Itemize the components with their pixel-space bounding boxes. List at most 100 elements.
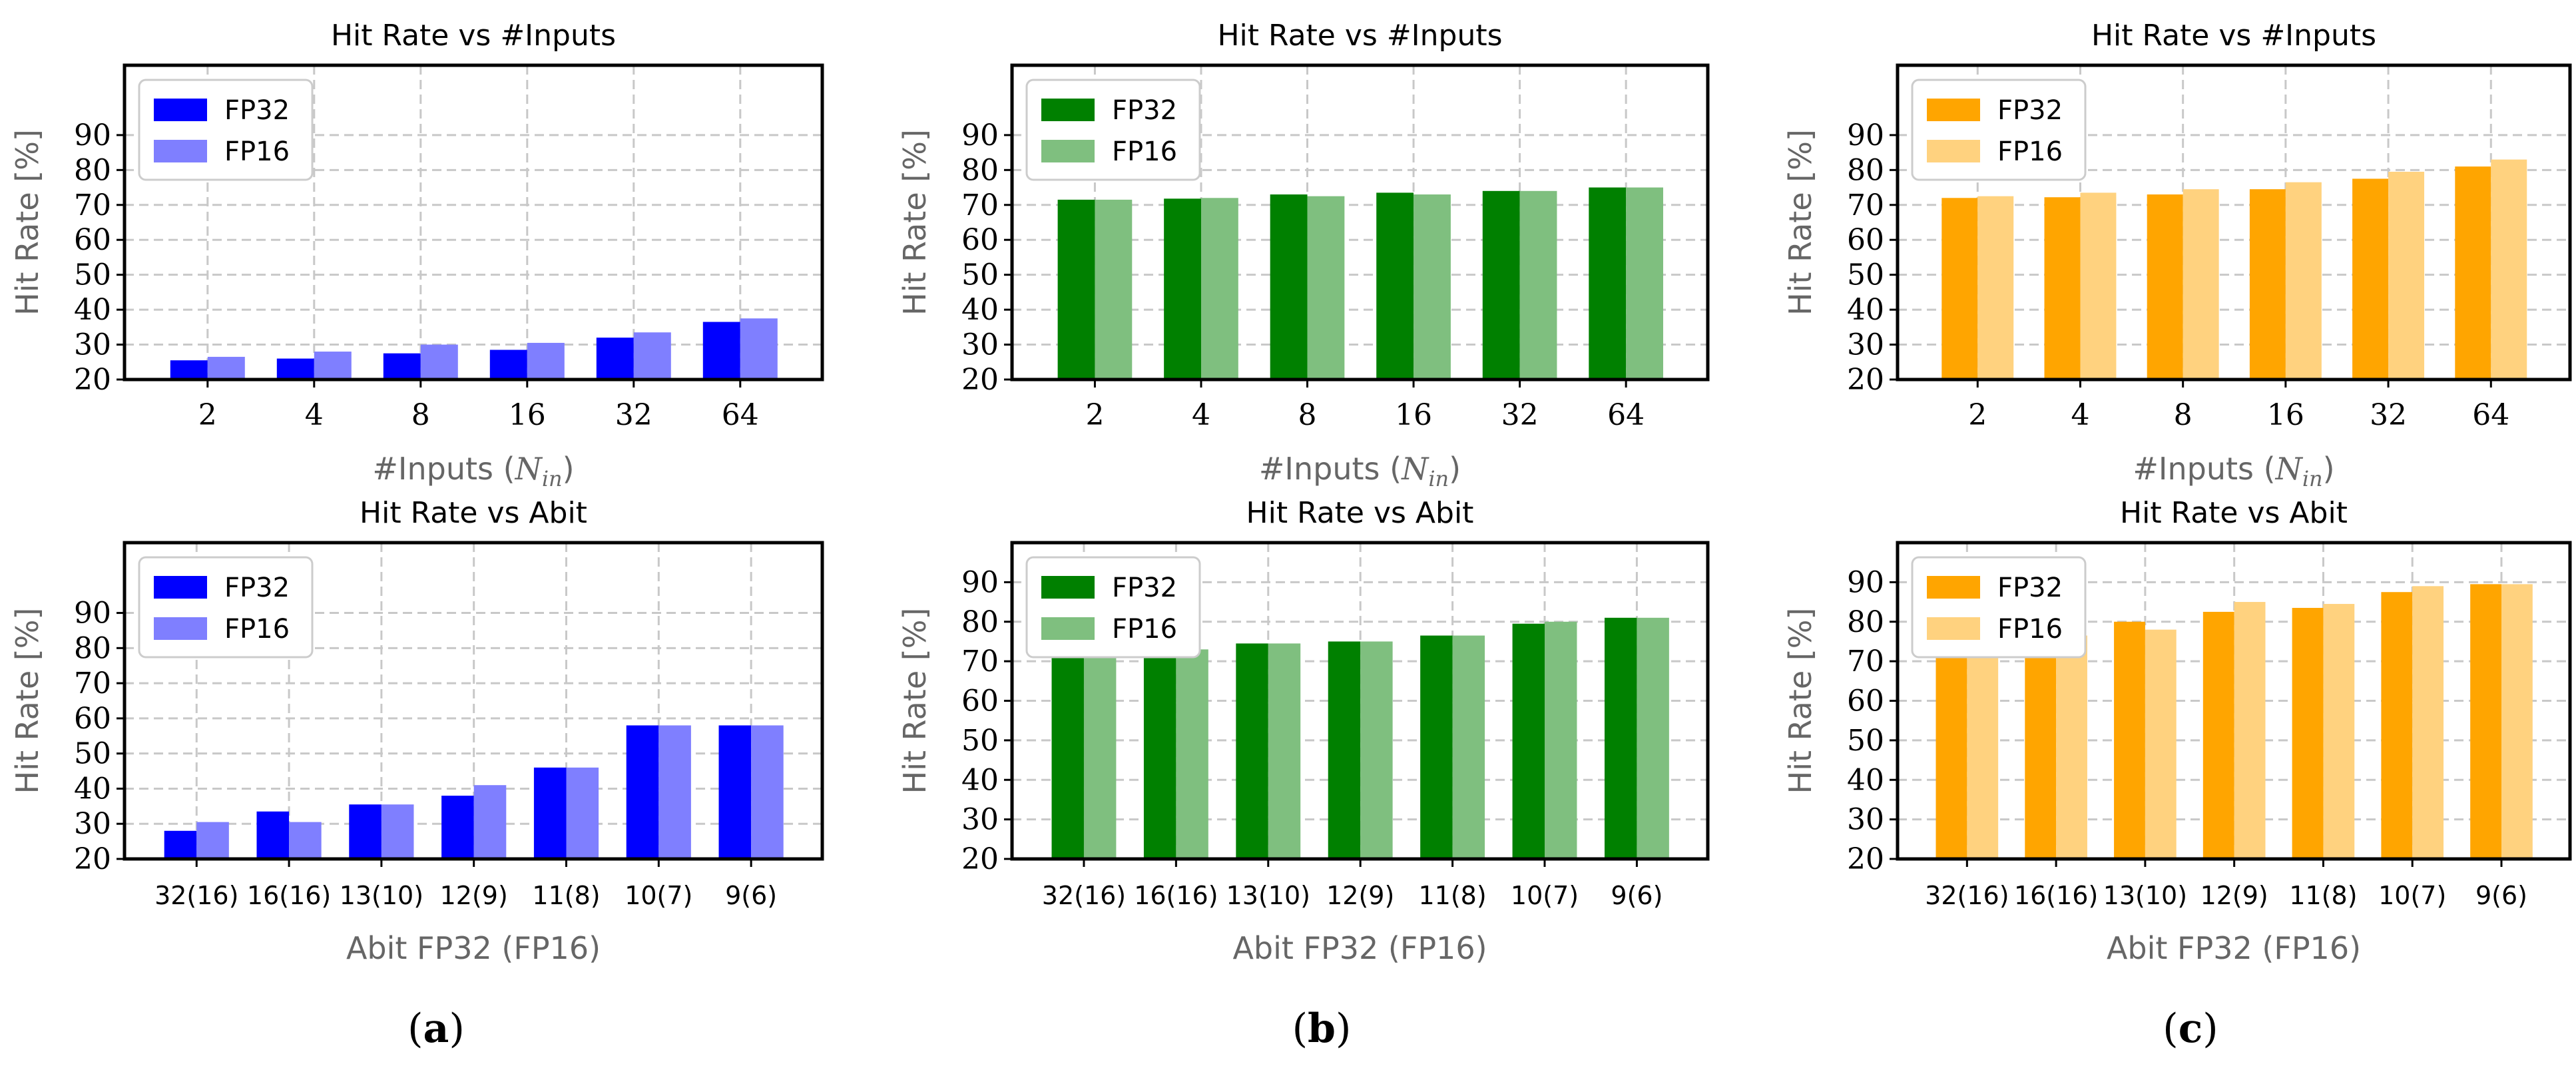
bar-fp32-32(16): [1051, 647, 1084, 859]
y-tick-label: 80: [74, 153, 111, 187]
y-tick-label: 60: [74, 702, 111, 736]
x-tick-label: 12(9): [440, 881, 508, 910]
chart-title: Hit Rate vs #Inputs: [2091, 19, 2376, 53]
x-tick-label: 8: [2174, 398, 2192, 432]
bar-fp32-12(9): [441, 796, 474, 859]
x-axis-label-var: N: [1401, 451, 1429, 487]
bar-fp32-11(8): [533, 767, 567, 859]
bar-fp32-16: [489, 350, 527, 380]
y-tick-label: 20: [74, 842, 111, 876]
bar-fp16-16: [1414, 194, 1451, 380]
bar-fp32-8: [1270, 194, 1308, 380]
chart-c-bot: 20 30 40 50 60 70 80 90 32(16) 16(16) 13(10) 12(9) 1…: [1782, 496, 2572, 966]
bar-fp16-9(6): [751, 725, 784, 859]
y-tick-label: 70: [961, 188, 999, 222]
legend-label-fp16: FP16: [224, 614, 290, 645]
x-axis-label-var: N: [2275, 451, 2304, 487]
x-axis-label-text: #Inputs (: [2133, 451, 2275, 487]
y-tick-label: 90: [961, 119, 999, 152]
panel-label-a: (a): [407, 1005, 465, 1052]
bar-fp16-64: [2491, 159, 2527, 380]
legend-swatch-fp32: [154, 576, 207, 599]
panel-label-open: (: [1292, 1005, 1308, 1052]
y-tick-label: 50: [1847, 258, 1884, 292]
bar-fp32-13(10): [349, 804, 382, 859]
legend-label-fp32: FP32: [1112, 573, 1177, 603]
legend-label-fp16: FP16: [1997, 614, 2063, 645]
legend-label-fp32: FP32: [1997, 95, 2063, 126]
legend-swatch-fp32: [154, 99, 207, 121]
x-axis-label: #Inputs (Nin): [372, 451, 574, 491]
x-tick-label: 16: [509, 398, 546, 432]
y-tick-label: 40: [961, 763, 999, 797]
y-axis-label: Hit Rate [%]: [9, 129, 45, 316]
bar-fp32-8: [2147, 194, 2183, 380]
x-axis-label-end: ): [1449, 451, 1461, 487]
bar-fp32-32: [596, 338, 634, 380]
legend-label-fp16: FP16: [1112, 136, 1177, 167]
y-tick-label: 80: [1847, 605, 1884, 639]
y-tick-label: 80: [74, 631, 111, 665]
y-tick-label: 20: [1847, 363, 1884, 397]
y-tick-label: 60: [1847, 223, 1884, 257]
bar-fp32-16: [2249, 189, 2286, 380]
y-tick-label: 90: [1847, 119, 1884, 152]
y-tick-label: 60: [74, 223, 111, 257]
x-tick-label: 13(10): [340, 881, 423, 910]
bar-fp16-16(16): [2056, 635, 2087, 859]
x-tick-label: 10(7): [2378, 881, 2446, 910]
legend-swatch-fp16: [154, 617, 207, 640]
y-tick-label: 90: [961, 565, 999, 599]
x-tick-label: 4: [2071, 398, 2089, 432]
x-tick-label: 12(9): [2200, 881, 2268, 910]
panel-label-c: (c): [2163, 1005, 2218, 1052]
x-tick-label: 64: [1607, 398, 1645, 432]
legend-swatch-fp16: [1927, 617, 1980, 640]
y-tick-label: 40: [74, 772, 111, 806]
y-tick-label: 30: [74, 328, 111, 362]
x-tick-label: 10(7): [1511, 881, 1579, 910]
bar-fp16-13(10): [2145, 629, 2177, 859]
legend-label-fp32: FP32: [1997, 573, 2063, 603]
chart-b-bot: 20 30 40 50 60 70 80 90 32(16) 16(16) 13(10) 12(9) 1…: [897, 496, 1710, 966]
x-tick-label: 4: [305, 398, 324, 432]
x-tick-label: 11(8): [2289, 881, 2357, 910]
x-axis-label-sub: in: [2302, 466, 2323, 491]
panel-label-letter: a: [423, 1005, 449, 1052]
bar-fp32-64: [2455, 166, 2491, 380]
legend-swatch-fp32: [1041, 99, 1095, 121]
y-tick-label: 80: [961, 605, 999, 639]
panel-label-close: ): [449, 1005, 464, 1052]
x-tick-label: 32: [1501, 398, 1539, 432]
legend-label-fp32: FP32: [224, 573, 290, 603]
bar-fp16-11(8): [2323, 604, 2355, 859]
bar-fp32-32: [1482, 190, 1520, 380]
bar-fp16-9(6): [1637, 617, 1669, 859]
y-tick-label: 60: [1847, 684, 1884, 718]
bar-fp16-4: [2080, 192, 2117, 380]
bar-fp32-10(7): [1512, 623, 1545, 859]
plot-frame: [1010, 63, 1710, 382]
bar-fp32-4: [2044, 197, 2081, 380]
y-tick-label: 20: [74, 363, 111, 397]
bar-fp16-10(7): [1545, 621, 1577, 859]
x-tick-label: 9(6): [2475, 881, 2527, 910]
y-axis-label: Hit Rate [%]: [897, 129, 933, 316]
x-tick-label: 13(10): [2103, 881, 2187, 910]
bar-fp32-9(6): [1604, 617, 1637, 859]
x-tick-label: 2: [1968, 398, 1987, 432]
bar-fp16-11(8): [566, 767, 599, 859]
x-tick-label: 2: [198, 398, 217, 432]
panel-label-close: ): [1336, 1005, 1351, 1052]
bar-fp16-64: [1626, 187, 1663, 380]
y-tick-label: 30: [74, 807, 111, 841]
y-tick-label: 70: [74, 188, 111, 222]
x-tick-label: 13(10): [1226, 881, 1310, 910]
bar-fp32-12(9): [1328, 641, 1361, 859]
bar-fp32-8: [383, 353, 421, 380]
bar-fp32-11(8): [1420, 635, 1453, 859]
x-axis-label: #Inputs (Nin): [1259, 451, 1461, 491]
bar-fp32-32: [2352, 178, 2389, 380]
